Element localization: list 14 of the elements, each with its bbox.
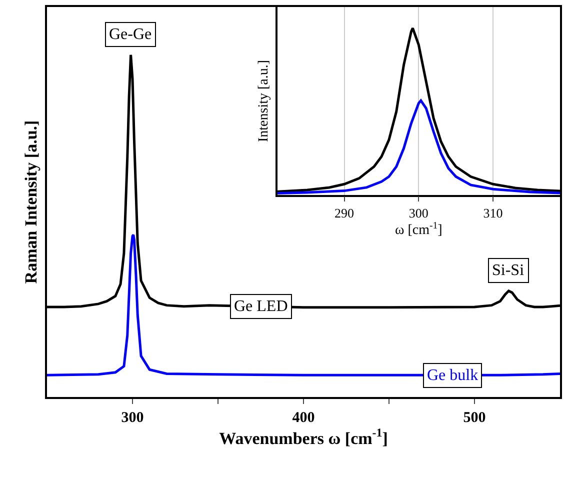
- annotation: Si-Si: [492, 262, 525, 279]
- series-label: Ge LED: [234, 298, 288, 315]
- x-tick-label: 500: [463, 410, 486, 426]
- x-tick-label: 310: [483, 205, 503, 220]
- annotation: Ge-Ge: [109, 26, 152, 43]
- x-tick-label: 300: [121, 410, 144, 426]
- x-axis-title: ω [cm$^{-1}$]: [395, 220, 442, 238]
- series-label: Ge bulk: [427, 367, 478, 384]
- x-tick-label: 290: [334, 205, 354, 220]
- y-axis-title: Raman Intensity [a.u.]: [21, 120, 40, 284]
- x-tick-label: 400: [292, 410, 315, 426]
- x-tick-label: 300: [408, 205, 428, 220]
- y-axis-title: Intensity [a.u.]: [256, 60, 272, 142]
- x-axis-title: Wavenumbers ω [cm$^{-1}$]: [219, 426, 388, 448]
